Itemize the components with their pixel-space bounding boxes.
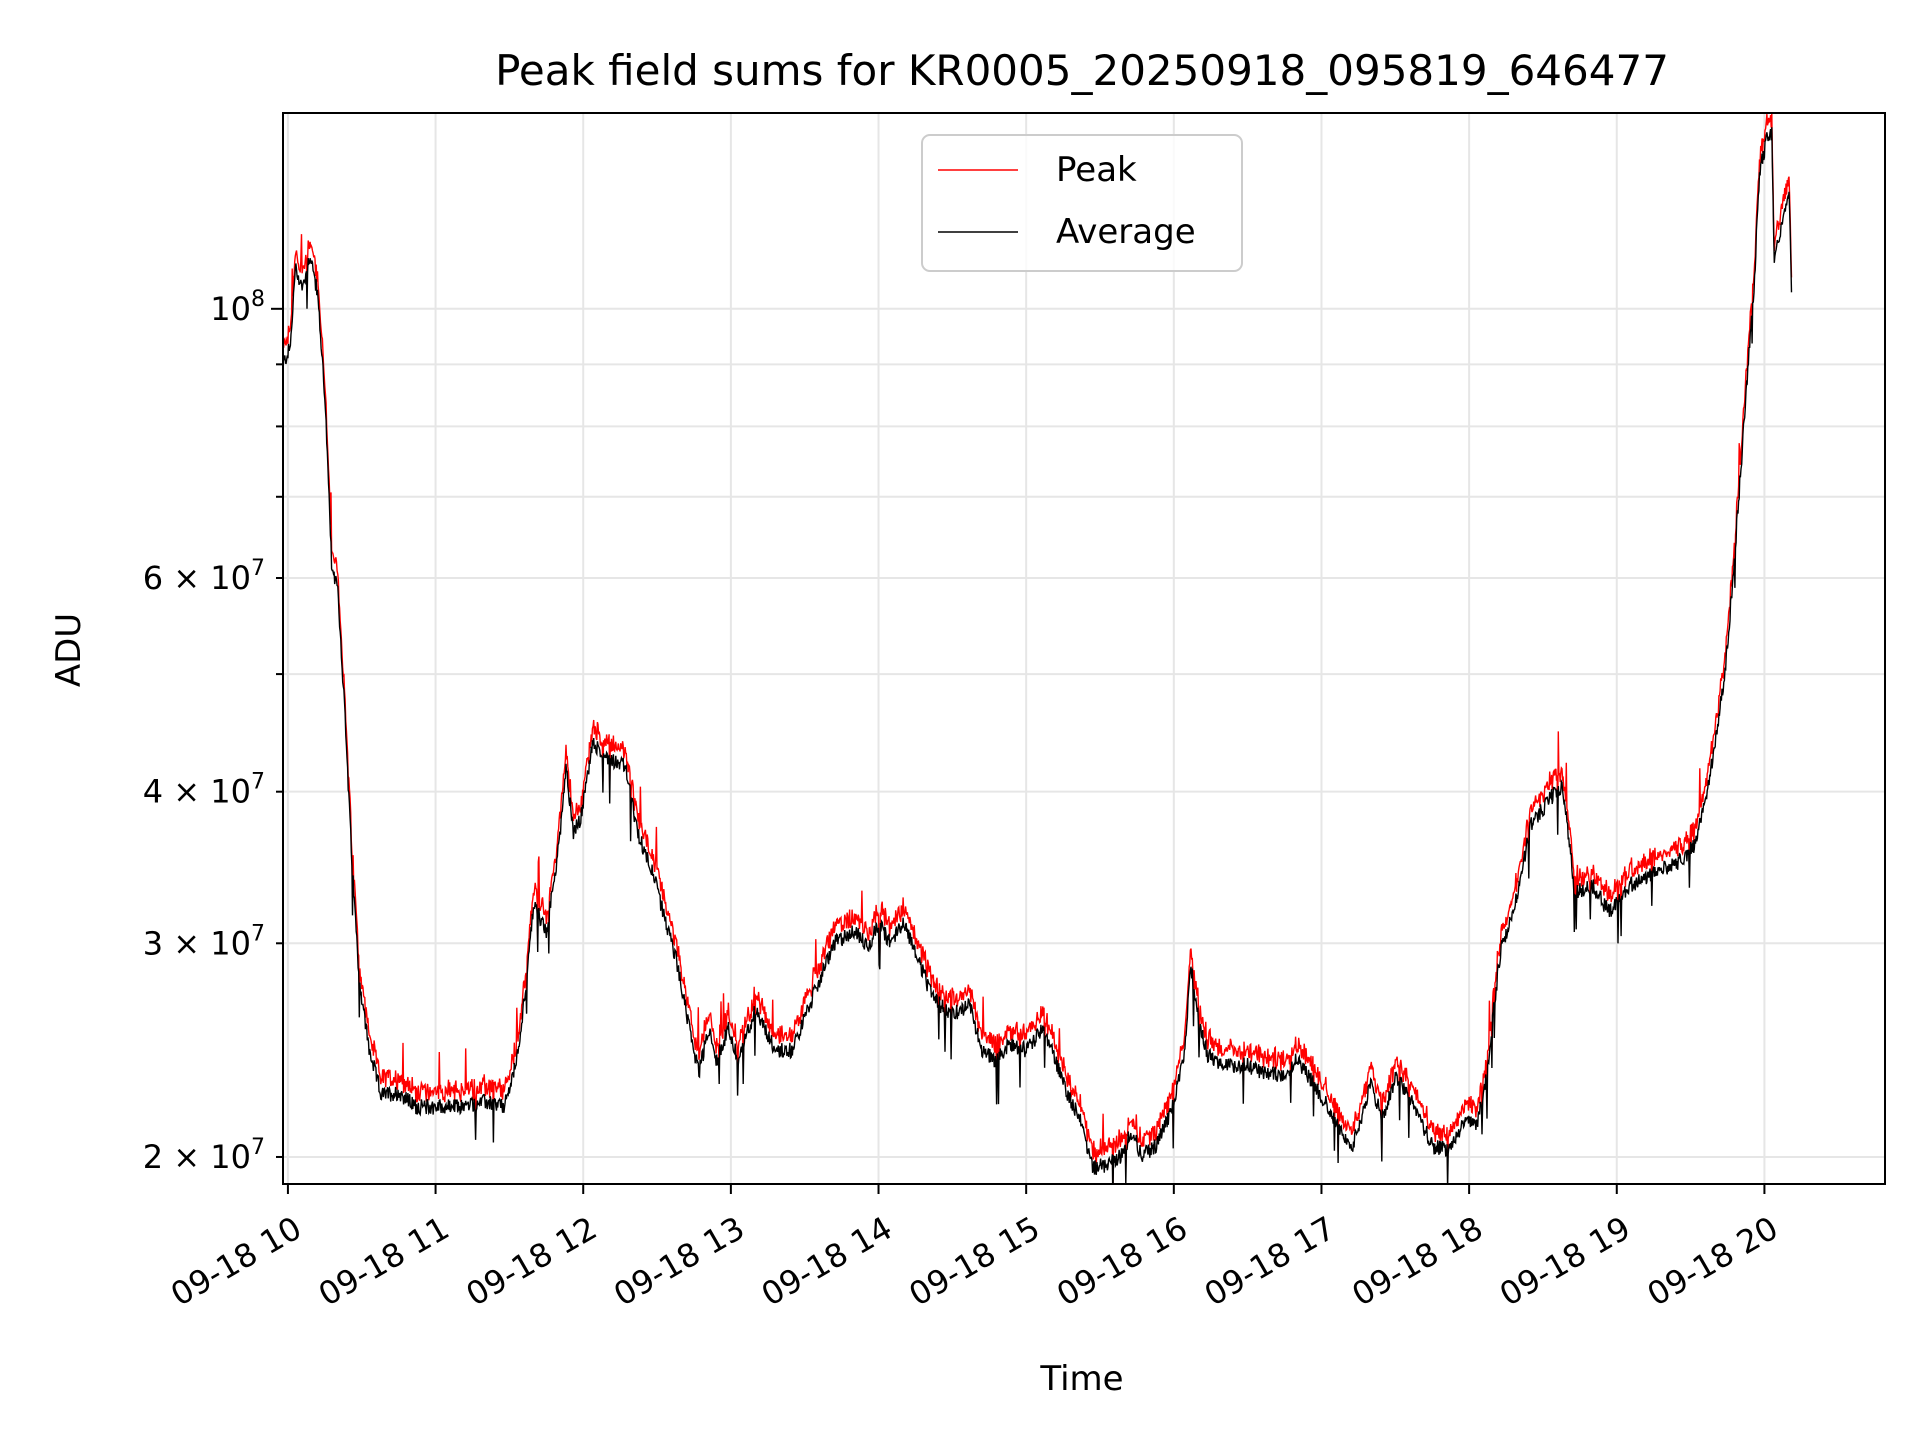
y-tick-label: 4 × 107: [143, 770, 265, 811]
y-tick-label: 6 × 107: [143, 556, 265, 597]
legend-peak-label: Peak: [1056, 150, 1137, 190]
y-axis: 108 2 × 107 3 × 107 4 × 107 6 × 107: [143, 287, 283, 1176]
y-tick-label: 108: [210, 287, 265, 328]
legend-box: [921, 134, 1243, 272]
plot-frame: [282, 112, 1886, 1185]
average-series-line: [283, 127, 1793, 1184]
legend: Peak Average: [921, 134, 1243, 272]
y-axis-title: ADU: [49, 613, 89, 687]
y-tick-label: 2 × 107: [143, 1135, 265, 1176]
grid: [283, 113, 1885, 1184]
y-tick-label: 3 × 107: [143, 921, 265, 962]
legend-average-label: Average: [1056, 212, 1196, 252]
peak-series-line: [283, 113, 1793, 1184]
x-axis-title: Time: [1039, 1359, 1123, 1399]
chart-title: Peak field sums for KR0005_20250918_0958…: [495, 46, 1669, 95]
series-layer: [283, 113, 1793, 1184]
